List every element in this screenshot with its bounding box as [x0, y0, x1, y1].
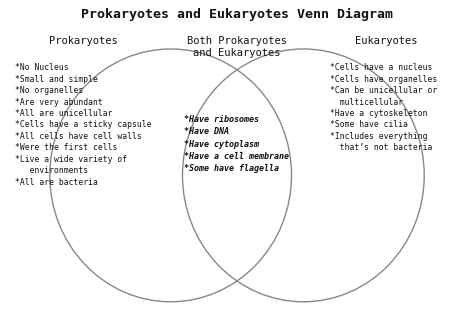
- Text: *Cells have a nucleus
*Cells have organelles
*Can be unicellular or
  multicellu: *Cells have a nucleus *Cells have organe…: [330, 63, 438, 152]
- Text: Both Prokaryotes
and Eukaryotes: Both Prokaryotes and Eukaryotes: [187, 36, 287, 58]
- Text: Prokaryotes: Prokaryotes: [48, 36, 118, 46]
- Text: Eukaryotes: Eukaryotes: [355, 36, 418, 46]
- Text: *No Nucleus
*Small and simple
*No organelles
*Are very abundant
*All are unicell: *No Nucleus *Small and simple *No organe…: [15, 63, 151, 187]
- Text: *Have ribosomes
*Have DNA
*Have cytoplasm
*Have a cell membrane
*Some have flage: *Have ribosomes *Have DNA *Have cytoplas…: [184, 115, 290, 173]
- Text: Prokaryotes and Eukaryotes Venn Diagram: Prokaryotes and Eukaryotes Venn Diagram: [81, 8, 393, 21]
